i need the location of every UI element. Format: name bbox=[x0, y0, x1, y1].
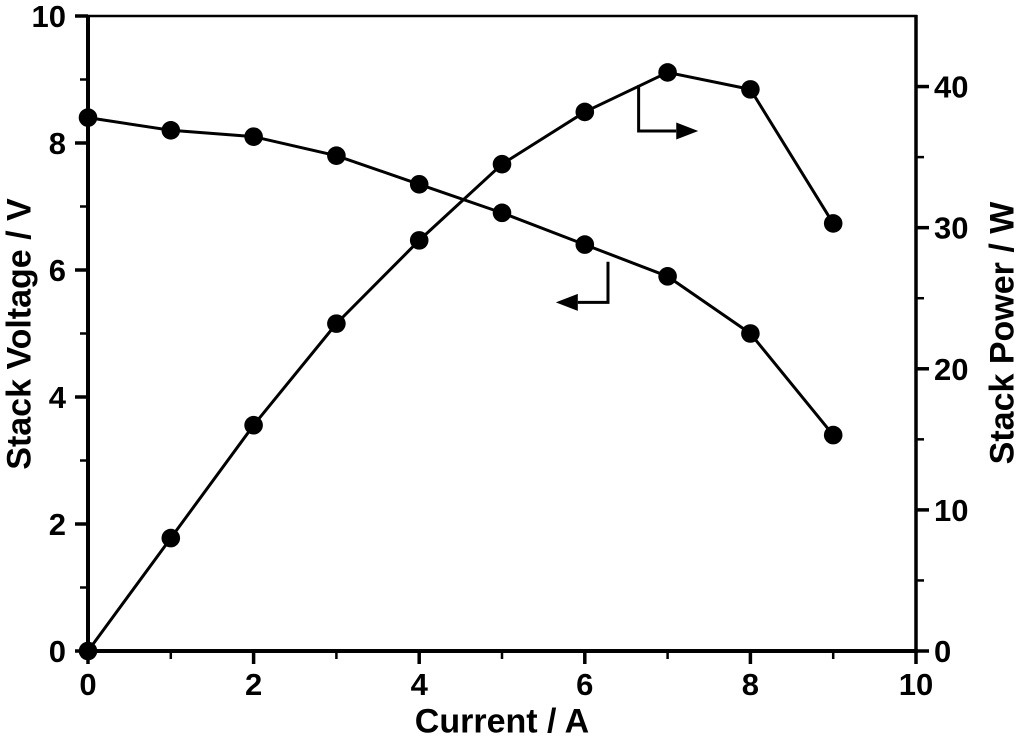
stack-voltage-pointer-line bbox=[577, 261, 610, 304]
stack-voltage-point bbox=[409, 174, 429, 194]
stack-power-point bbox=[741, 80, 760, 99]
stack-voltage-point bbox=[741, 324, 760, 343]
left-tick-label: 10 bbox=[32, 0, 66, 34]
stack-power-point bbox=[327, 314, 346, 333]
left-tick-label: 6 bbox=[49, 253, 66, 288]
stack-voltage-point bbox=[823, 425, 843, 445]
stack-voltage-point bbox=[575, 235, 595, 254]
stack-power-point bbox=[492, 154, 512, 174]
stack-power-line bbox=[86, 70, 835, 652]
stack-power-point bbox=[658, 63, 677, 82]
right-axis-title: Stack Power / W bbox=[983, 201, 1022, 465]
x-tick-label: 0 bbox=[79, 667, 96, 702]
plot-border bbox=[86, 14, 918, 653]
left-tick-label: 4 bbox=[49, 380, 67, 415]
stack-voltage-point bbox=[161, 121, 181, 140]
left-tick-label: 8 bbox=[49, 126, 66, 161]
stack-voltage-pointer-arrowhead-icon bbox=[555, 293, 578, 311]
stack-voltage-point bbox=[78, 108, 98, 127]
left-axis-title: Stack Voltage / V bbox=[0, 198, 39, 470]
stack-voltage-point bbox=[492, 203, 512, 223]
left-tick-label: 0 bbox=[49, 634, 66, 669]
right-tick-label: 40 bbox=[934, 70, 968, 105]
stack-voltage-line bbox=[87, 116, 835, 437]
stack-power-point bbox=[575, 102, 595, 122]
right-tick-label: 20 bbox=[934, 352, 968, 387]
stack-power-point bbox=[244, 415, 263, 435]
right-tick-label: 0 bbox=[934, 634, 951, 669]
stack-voltage-point bbox=[658, 267, 677, 286]
stack-power-pointer-line bbox=[637, 85, 677, 133]
stack-power-point bbox=[161, 528, 181, 548]
stack-power-point bbox=[823, 214, 843, 233]
left-tick-label: 2 bbox=[49, 507, 66, 542]
right-tick-label: 30 bbox=[934, 211, 968, 246]
x-axis-title: Current / A bbox=[414, 702, 590, 741]
x-tick-label: 6 bbox=[576, 667, 593, 702]
x-tick-label: 10 bbox=[899, 667, 933, 702]
stack-voltage-point bbox=[244, 127, 263, 146]
x-tick-label: 4 bbox=[411, 667, 429, 702]
stack-voltage-point bbox=[327, 146, 346, 165]
x-tick-label: 8 bbox=[742, 667, 759, 702]
x-tick-label: 2 bbox=[245, 667, 262, 702]
stack-power-point bbox=[78, 641, 98, 661]
right-tick-label: 10 bbox=[934, 493, 968, 528]
stack-power-point bbox=[409, 231, 429, 250]
stack-power-pointer-arrowhead-icon bbox=[676, 122, 699, 140]
